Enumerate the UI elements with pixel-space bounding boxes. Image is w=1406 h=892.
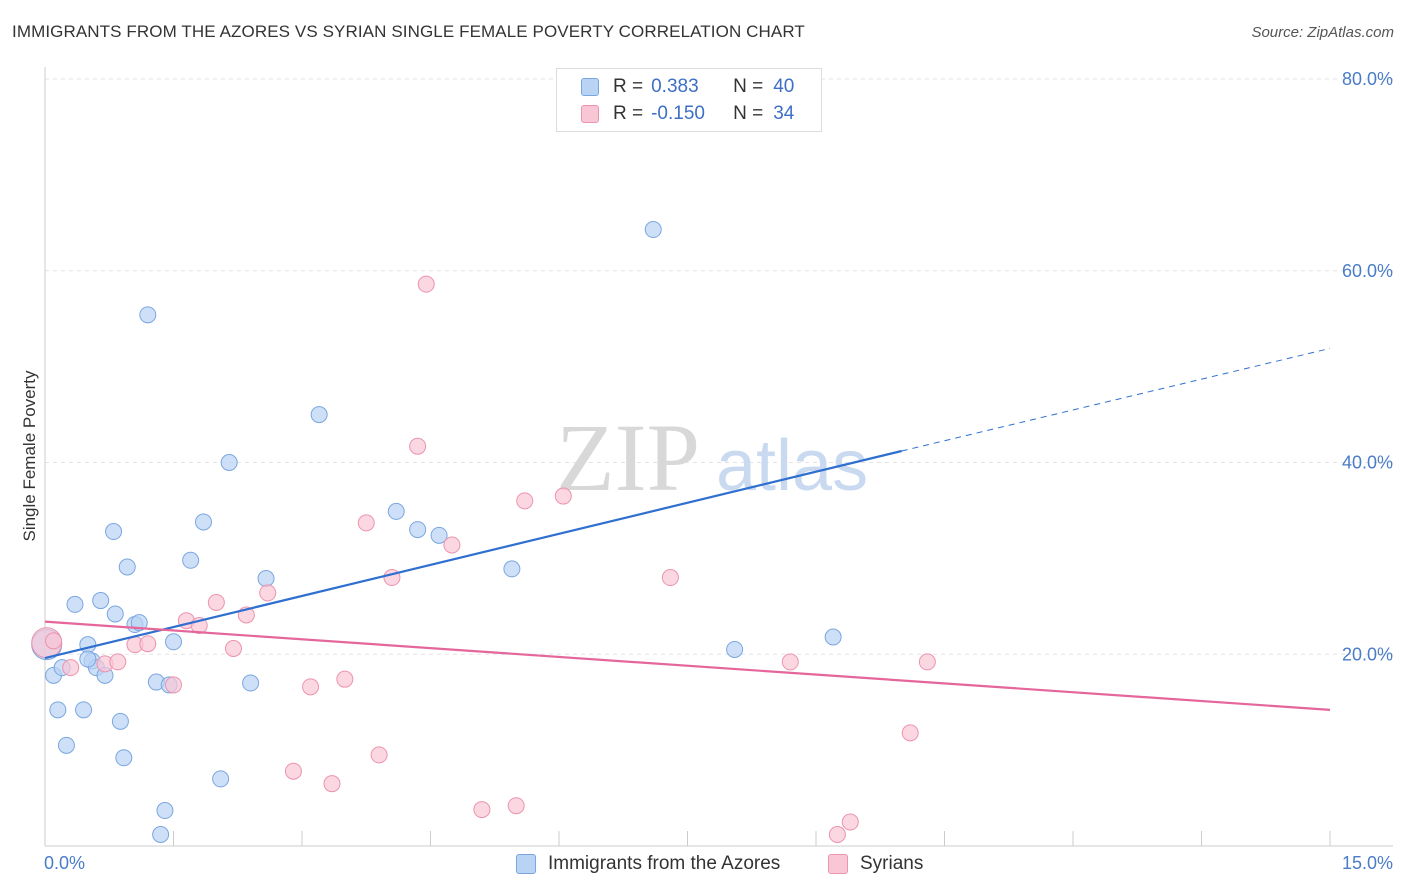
azores-point (503, 560, 521, 578)
azores-point (115, 749, 133, 767)
azores-point (644, 221, 662, 239)
syrian-trend-line (44, 620, 1331, 711)
y-tick-label: 40.0% (1342, 453, 1393, 473)
azores-point (106, 605, 124, 623)
syrian-point (284, 762, 302, 780)
legend-n-value: 34 (773, 102, 795, 124)
azores-point (242, 674, 260, 692)
azores-point (118, 558, 136, 576)
azores-point (49, 701, 67, 719)
azores-point (430, 526, 448, 544)
syrian-point (259, 584, 277, 602)
syrian-point (224, 639, 242, 657)
syrian-point (901, 724, 919, 742)
azores-trend-extension (901, 347, 1331, 452)
chart-title: IMMIGRANTS FROM THE AZORES VS SYRIAN SIN… (12, 22, 805, 41)
azores-point (194, 513, 212, 531)
azores-point (156, 802, 174, 820)
syrian-point (781, 653, 799, 671)
bottom-legend-swatch-pink (828, 854, 848, 874)
syrian-point (841, 813, 859, 831)
legend-row-syrians: R = -0.150 N = 34 (581, 100, 794, 127)
azores-point (257, 570, 275, 588)
azores-point (66, 595, 84, 613)
legend-row-azores: R = 0.383 N = 40 (581, 73, 794, 100)
azores-point (111, 712, 129, 730)
syrian-point (357, 514, 375, 532)
syrian-point (516, 492, 534, 510)
bottom-legend-azores[interactable]: Immigrants from the Azores (516, 851, 780, 877)
watermark-atlas: atlas (716, 426, 868, 506)
y-tick-label: 20.0% (1342, 644, 1393, 664)
bottom-legend-label-syrians: Syrians (860, 853, 924, 874)
azores-point (310, 406, 328, 424)
syrian-point (45, 632, 63, 650)
syrian-point (554, 487, 572, 505)
points-layer (31, 221, 936, 843)
syrian-point (336, 670, 354, 688)
azores-point (57, 736, 75, 754)
syrian-point (828, 825, 846, 843)
azores-point (824, 628, 842, 646)
legend-n-label: N = (733, 75, 764, 97)
grid-layer (45, 78, 1393, 655)
azores-point (165, 633, 182, 651)
watermark-zip: ZIP (556, 404, 700, 511)
syrian-point (207, 593, 225, 611)
trend-layer (44, 347, 1331, 711)
legend-r-value: -0.150 (651, 102, 705, 124)
azores-point (79, 636, 97, 654)
correlation-legend: R = 0.383 N = 40 R = -0.150 N = 34 (556, 68, 822, 132)
azores-point (726, 640, 744, 658)
legend-swatch-pink (581, 104, 599, 123)
syrian-point (661, 569, 679, 587)
watermark: ZIP atlas (556, 404, 868, 511)
y-axis-title: Single Female Poverty (20, 370, 39, 542)
syrian-point (370, 746, 388, 764)
bottom-legend-syrians[interactable]: Syrians (828, 851, 923, 877)
bottom-legend-swatch-blue (516, 854, 536, 874)
bottom-legend-label-azores: Immigrants from the Azores (548, 853, 781, 874)
azores-point (182, 551, 200, 569)
azores-point (212, 770, 230, 788)
syrian-point (165, 676, 182, 694)
azores-point (79, 650, 97, 668)
x-tick-label: 0.0% (44, 853, 85, 873)
source-credit: Source: ZipAtlas.com (1251, 24, 1394, 41)
azores-point (152, 825, 170, 843)
azores-point (105, 523, 123, 541)
syrian-point (409, 437, 427, 455)
syrian-point (323, 775, 341, 793)
azores-point (75, 701, 93, 719)
legend-n-value: 40 (773, 75, 795, 97)
syrian-point (473, 801, 491, 819)
syrian-point (507, 797, 525, 815)
labels-layer: 20.0% 40.0% 60.0% 80.0% 0.0% 15.0% (44, 69, 1393, 873)
azores-point (139, 306, 157, 324)
legend-r-value: 0.383 (651, 75, 699, 97)
syrian-point (302, 678, 320, 696)
legend-r-label: R = (613, 102, 644, 124)
y-tick-label: 60.0% (1342, 261, 1393, 281)
syrian-point (62, 659, 80, 677)
syrian-point (443, 536, 461, 554)
azores-point (220, 454, 238, 471)
azores-point (92, 592, 110, 610)
syrian-point (417, 275, 435, 293)
legend-r-label: R = (613, 75, 644, 97)
legend-swatch-blue (581, 77, 599, 96)
axis-layer (44, 67, 1393, 847)
syrian-point (139, 635, 157, 653)
syrian-point (109, 653, 127, 671)
y-tick-label: 80.0% (1342, 69, 1393, 89)
x-tick-label: 15.0% (1342, 853, 1393, 873)
azores-trend-line (44, 449, 902, 660)
syrian-point (918, 653, 936, 671)
azores-point (130, 614, 148, 632)
legend-n-label: N = (733, 102, 764, 124)
azores-point (409, 521, 427, 539)
azores-point (387, 502, 405, 520)
